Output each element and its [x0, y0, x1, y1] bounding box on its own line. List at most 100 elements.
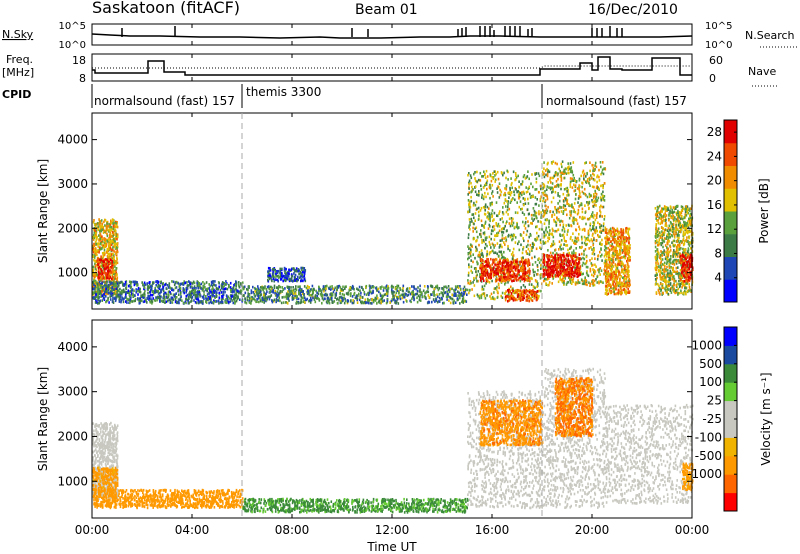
heatmap-cell	[99, 299, 101, 303]
heatmap-cell	[110, 253, 112, 257]
heatmap-cell	[594, 257, 596, 260]
heatmap-cell	[510, 297, 513, 300]
heatmap-cell	[302, 297, 304, 300]
heatmap-cell	[391, 284, 393, 288]
heatmap-cell	[586, 171, 588, 175]
heatmap-cell	[506, 220, 508, 223]
heatmap-cell	[498, 229, 501, 233]
heatmap-cell	[199, 300, 202, 304]
heatmap-cell	[114, 265, 116, 268]
heatmap-cell	[484, 246, 486, 250]
heatmap-cell	[287, 286, 289, 289]
heatmap-cell	[436, 295, 439, 299]
heatmap-cell	[448, 299, 450, 302]
power-heatmap	[92, 160, 694, 305]
heatmap-cell	[276, 271, 279, 274]
heatmap-cell	[92, 281, 95, 284]
heatmap-cell	[111, 273, 113, 277]
heatmap-cell	[288, 278, 290, 281]
heatmap-cell	[104, 263, 107, 266]
heatmap-cell	[164, 291, 167, 295]
heatmap-cell	[502, 220, 504, 224]
heatmap-cell	[197, 300, 200, 304]
heatmap-cell	[557, 280, 560, 284]
heatmap-cell	[212, 287, 214, 290]
heatmap-cell	[495, 224, 498, 227]
heatmap-cell	[547, 239, 549, 243]
heatmap-cell	[470, 181, 472, 185]
heatmap-cell	[439, 298, 442, 301]
heatmap-cell	[353, 291, 356, 295]
heatmap-cell	[130, 296, 132, 299]
heatmap-cell	[496, 214, 498, 217]
heatmap-cell	[99, 292, 101, 295]
heatmap-cell	[312, 290, 314, 294]
heatmap-cell	[111, 277, 113, 281]
heatmap-cell	[533, 255, 536, 259]
heatmap-cell	[537, 220, 539, 223]
heatmap-cell	[521, 258, 523, 261]
heatmap-cell	[484, 297, 487, 300]
heatmap-cell	[319, 293, 322, 296]
heatmap-cell	[599, 280, 602, 283]
heatmap-cell	[302, 270, 304, 274]
heatmap-cell	[458, 294, 461, 298]
heatmap-cell	[396, 297, 399, 301]
heatmap-cell	[194, 288, 196, 292]
heatmap-cell	[115, 298, 117, 301]
heatmap-cell	[501, 217, 503, 220]
heatmap-cell	[125, 292, 127, 296]
heatmap-cell	[488, 235, 491, 239]
heatmap-cell	[357, 288, 359, 292]
heatmap-cell	[153, 298, 156, 302]
heatmap-cell	[186, 287, 189, 290]
heatmap-cell	[99, 237, 102, 240]
heatmap-cell	[222, 287, 224, 291]
heatmap-cell	[460, 293, 463, 297]
heatmap-cell	[102, 255, 104, 259]
heatmap-cell	[92, 250, 95, 254]
heatmap-cell	[167, 293, 169, 297]
heatmap-cell	[538, 174, 541, 178]
heatmap-cell	[98, 229, 101, 233]
heatmap-cell	[543, 193, 545, 197]
heatmap-cell	[574, 179, 576, 182]
heatmap-cell	[544, 169, 547, 172]
heatmap-cell	[112, 277, 114, 281]
heatmap-cell	[548, 236, 551, 240]
heatmap-cell	[473, 237, 476, 240]
heatmap-cell	[474, 212, 477, 215]
heatmap-cell	[210, 290, 212, 294]
heatmap-cell	[95, 236, 97, 239]
heatmap-cell	[451, 287, 453, 291]
heatmap-cell	[103, 267, 106, 270]
heatmap-cell	[100, 229, 103, 233]
heatmap-cell	[343, 296, 345, 300]
heatmap-cell	[223, 284, 225, 288]
heatmap-cell	[101, 290, 103, 293]
heatmap-cell	[112, 222, 115, 225]
heatmap-cell	[534, 214, 536, 217]
heatmap-cell	[250, 291, 253, 295]
heatmap-cell	[528, 283, 531, 286]
heatmap-cell	[585, 243, 587, 247]
heatmap-cell	[347, 299, 349, 303]
heatmap-cell	[108, 246, 110, 249]
nave-tick-bottom: 0	[709, 72, 716, 85]
heatmap-cell	[594, 189, 596, 193]
heatmap-cell	[562, 223, 565, 227]
heatmap-cell	[531, 299, 534, 302]
heatmap-cell	[115, 225, 118, 229]
heatmap-cell	[486, 205, 489, 209]
heatmap-cell	[349, 286, 351, 290]
heatmap-cell	[560, 162, 563, 166]
heatmap-cell	[530, 213, 533, 217]
heatmap-cell	[95, 268, 98, 272]
heatmap-cell	[105, 290, 108, 294]
heatmap-cell	[598, 270, 600, 274]
heatmap-cell	[375, 286, 377, 290]
heatmap-cell	[520, 269, 522, 272]
heatmap-cell	[96, 235, 98, 239]
heatmap-cell	[164, 298, 166, 301]
heatmap-cell	[468, 187, 470, 190]
